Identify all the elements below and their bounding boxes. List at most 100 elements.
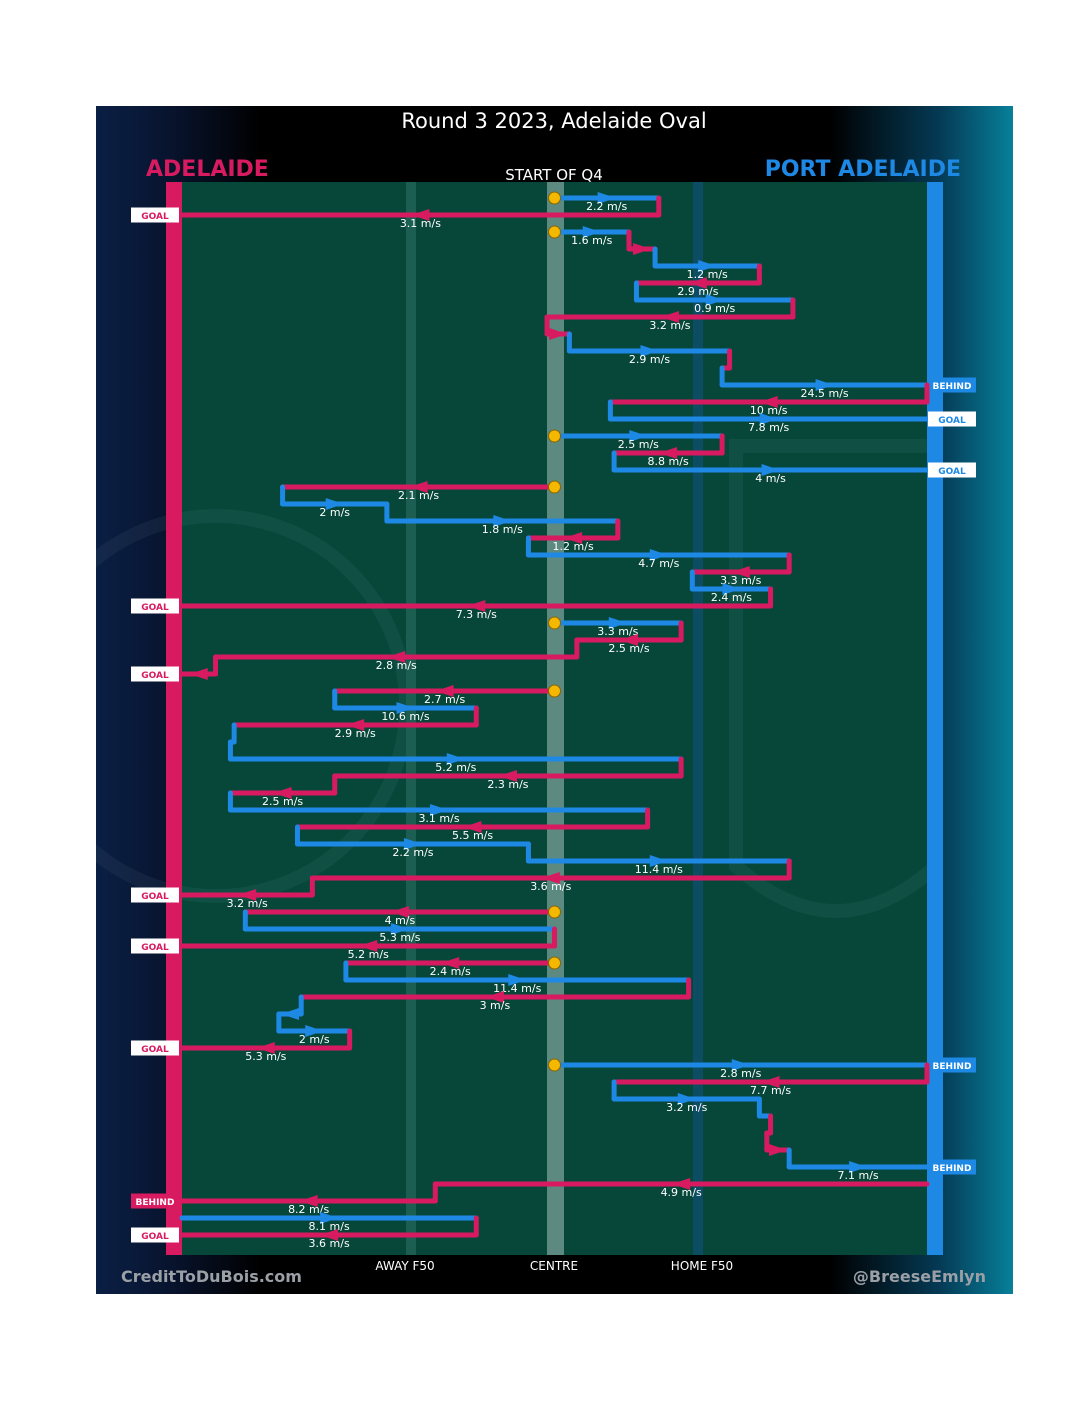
result-badge [928, 377, 976, 393]
speed-label: 4 m/s [385, 914, 416, 927]
direction-arrow [189, 668, 208, 680]
direction-arrow [620, 634, 638, 646]
direction-arrow [403, 838, 422, 850]
direction-arrow [441, 957, 460, 969]
speed-label: 2.2 m/s [392, 846, 433, 859]
speed-label: 8.2 m/s [288, 1203, 329, 1216]
speed-label: 5.2 m/s [435, 761, 476, 774]
direction-arrow [359, 940, 378, 952]
direction-arrow [582, 226, 601, 238]
direction-arrow [411, 209, 430, 221]
speed-label: 2.4 m/s [430, 965, 471, 978]
direction-arrow [346, 719, 365, 731]
speed-label: 1.2 m/s [553, 540, 594, 553]
port-adelaide-team-label: PORT ADELAIDE [765, 157, 961, 182]
adelaide-team-label: ADELAIDE [146, 157, 269, 182]
speed-label: 2.5 m/s [618, 438, 659, 451]
direction-arrow [698, 260, 717, 272]
direction-arrow [541, 872, 560, 884]
x-label-centre: CENTRE [530, 1259, 578, 1273]
speed-label: 24.5 m/s [800, 387, 848, 400]
direction-arrow [815, 379, 834, 391]
speed-label: 8.8 m/s [648, 455, 689, 468]
x-label-home-f50: HOME F50 [671, 1259, 733, 1273]
result-badge [928, 1159, 976, 1175]
result-label: GOAL [938, 416, 966, 426]
speed-label: 1.2 m/s [687, 268, 728, 281]
adelaide-goal-bar [166, 182, 182, 1255]
result-badge [131, 938, 179, 954]
direction-arrow [759, 413, 778, 425]
port-adelaide-goal-bar [927, 182, 943, 1255]
speed-label: 5.3 m/s [379, 931, 420, 944]
result-label: GOAL [141, 1045, 169, 1055]
direction-arrow [677, 1093, 696, 1105]
direction-arrow [430, 804, 449, 816]
speed-label: 2.1 m/s [398, 489, 439, 502]
home-f50-line [693, 182, 703, 1255]
direction-arrow [731, 566, 750, 578]
x-label-away-f50: AWAY F50 [375, 1259, 434, 1273]
result-badge [928, 462, 976, 478]
direction-arrow [564, 532, 583, 544]
away-f50-line [406, 182, 416, 1255]
result-badge [131, 207, 179, 223]
direction-arrow [325, 498, 344, 510]
stoppage-marker [548, 191, 561, 205]
speed-label: 2.5 m/s [608, 642, 649, 655]
speed-label: 4.9 m/s [661, 1186, 702, 1199]
direction-arrow [649, 549, 668, 561]
direction-arrow [485, 991, 504, 1003]
stoppage-marker [548, 956, 561, 970]
speed-label: 3.1 m/s [400, 217, 441, 230]
direction-arrow [649, 855, 668, 867]
direction-arrow [320, 1212, 339, 1224]
result-label: BEHIND [933, 1062, 972, 1072]
direction-arrow [731, 1059, 750, 1071]
footer-handle: @BreeseEmlyn [853, 1267, 986, 1286]
direction-arrow [849, 1161, 868, 1173]
speed-label: 3.6 m/s [530, 880, 571, 893]
speed-label: 2.2 m/s [586, 200, 627, 213]
stoppage-marker [548, 225, 561, 239]
direction-arrow [446, 753, 465, 765]
speed-label: 2.7 m/s [424, 693, 465, 706]
stoppage-marker [548, 616, 561, 630]
direction-arrow [640, 345, 659, 357]
speed-label: 11.4 m/s [635, 863, 683, 876]
direction-arrow [498, 770, 517, 782]
result-label: GOAL [938, 467, 966, 477]
speed-label: 7.7 m/s [750, 1084, 791, 1097]
result-label: GOAL [141, 603, 169, 613]
speed-label: 3.3 m/s [597, 625, 638, 638]
direction-arrow [273, 787, 292, 799]
direction-arrow [672, 1178, 691, 1190]
result-badge [131, 887, 179, 903]
direction-arrow [409, 481, 428, 493]
speed-label: 5.2 m/s [348, 948, 389, 961]
chain-layer: 2.2 m/s 3.1 m/s GOAL 1.6 m/s 1.2 m/s 2.9 m/s 0… [131, 191, 976, 1250]
chart-title: Round 3 2023, Adelaide Oval [401, 109, 706, 133]
speed-label: 2.9 m/s [335, 727, 376, 740]
result-label: GOAL [141, 671, 169, 681]
direction-arrow [463, 821, 482, 833]
speed-label: 3.3 m/s [720, 574, 761, 587]
result-badge [928, 411, 976, 427]
direction-arrow [281, 1008, 300, 1020]
stoppage-marker [548, 480, 561, 494]
direction-arrow [435, 685, 454, 697]
speed-label: 0.9 m/s [694, 302, 735, 315]
speed-label: 7.3 m/s [456, 608, 497, 621]
direction-arrow [508, 974, 527, 986]
direction-arrow [390, 906, 409, 918]
direction-arrow [769, 1144, 787, 1156]
speed-label: 3.1 m/s [418, 812, 459, 825]
direction-arrow [549, 328, 568, 340]
direction-arrow [660, 311, 679, 323]
result-badge [131, 666, 179, 682]
result-label: BEHIND [933, 1164, 972, 1174]
speed-label: 7.1 m/s [838, 1169, 879, 1182]
speed-label: 10 m/s [750, 404, 788, 417]
footer-credit: CreditToDuBois.com [121, 1267, 302, 1286]
speed-label: 2.3 m/s [487, 778, 528, 791]
